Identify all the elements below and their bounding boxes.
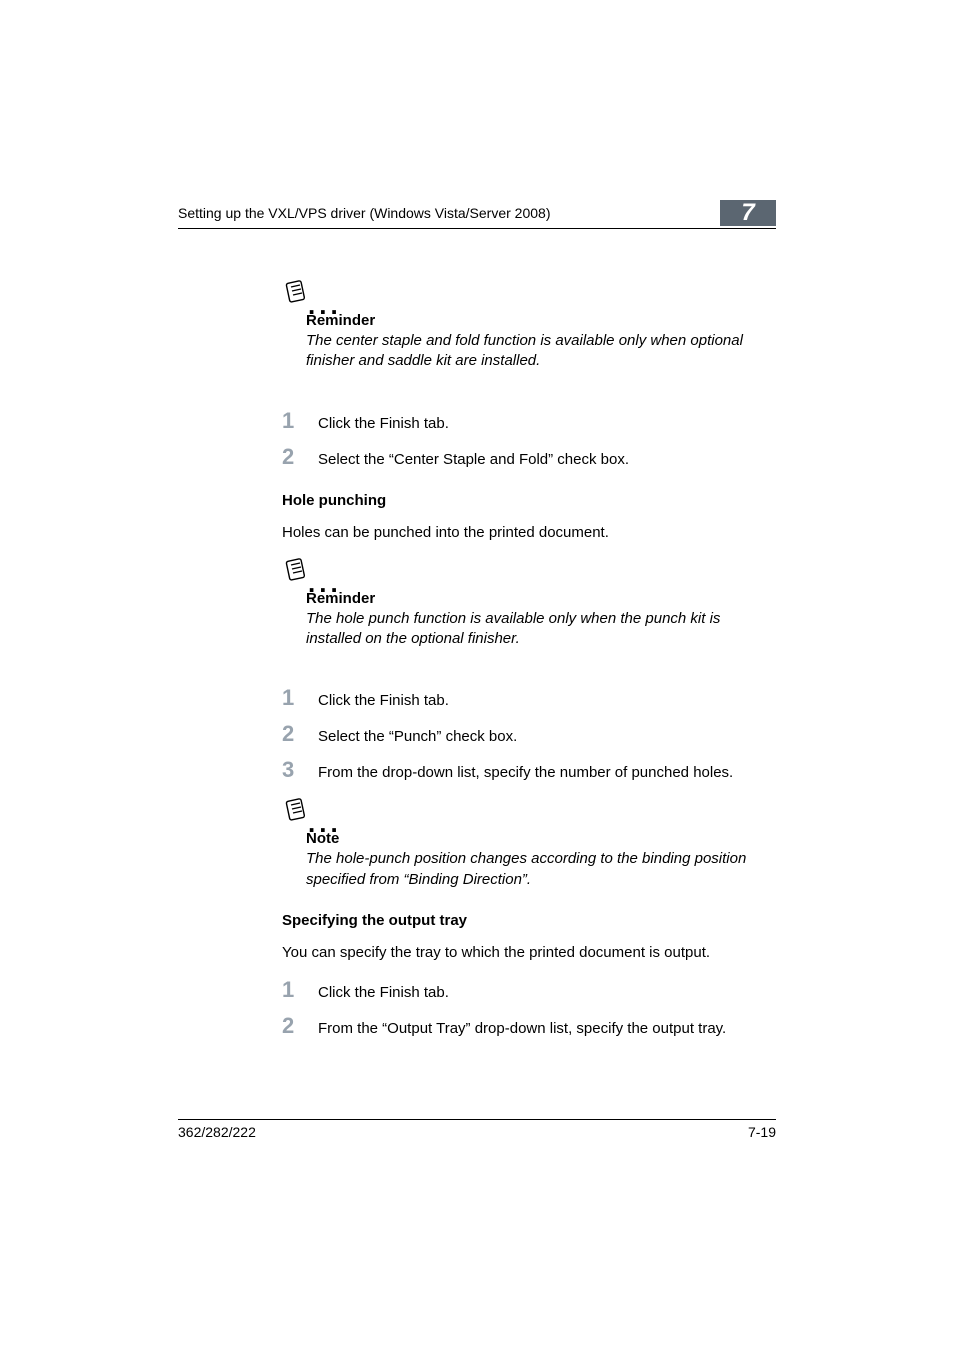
step-number: 3: [282, 757, 318, 783]
step-text: Select the “Center Staple and Fold” chec…: [318, 451, 629, 468]
step-number: 1: [282, 685, 318, 711]
step-number: 1: [282, 408, 318, 434]
note-block: ... Note The hole-punch position changes…: [282, 797, 776, 890]
footer-left: 362/282/222: [178, 1124, 256, 1140]
reminder-block-2: ... Reminder The hole punch function is …: [282, 557, 776, 650]
reminder-body: The center staple and fold function is a…: [306, 331, 776, 372]
note-title: Note: [306, 830, 776, 847]
step-row: 2 From the “Output Tray” drop-down list,…: [282, 1013, 776, 1039]
running-title: Setting up the VXL/VPS driver (Windows V…: [178, 205, 550, 221]
section-heading-hole-punching: Hole punching: [282, 492, 776, 509]
reminder-body: The hole punch function is available onl…: [306, 609, 776, 650]
step-number: 2: [282, 1013, 318, 1039]
note-icon: ...: [282, 797, 776, 828]
body-text: You can specify the tray to which the pr…: [282, 943, 776, 963]
step-text: From the drop-down list, specify the num…: [318, 764, 733, 781]
note-icon: ...: [282, 279, 776, 310]
chapter-badge: 7: [720, 200, 776, 226]
step-row: 2 Select the “Punch” check box.: [282, 721, 776, 747]
reminder-title: Reminder: [306, 590, 776, 607]
step-text: Click the Finish tab.: [318, 692, 449, 709]
step-number: 1: [282, 977, 318, 1003]
section-heading-output-tray: Specifying the output tray: [282, 912, 776, 929]
reminder-block-1: ... Reminder The center staple and fold …: [282, 279, 776, 372]
step-row: 1 Click the Finish tab.: [282, 408, 776, 434]
footer-right: 7-19: [748, 1124, 776, 1140]
step-row: 1 Click the Finish tab.: [282, 685, 776, 711]
step-text: From the “Output Tray” drop-down list, s…: [318, 1020, 726, 1037]
step-text: Click the Finish tab.: [318, 415, 449, 432]
page: Setting up the VXL/VPS driver (Windows V…: [0, 0, 954, 1350]
content-area: ... Reminder The center staple and fold …: [178, 279, 776, 1039]
step-number: 2: [282, 444, 318, 470]
step-number: 2: [282, 721, 318, 747]
page-footer: 362/282/222 7-19: [178, 1119, 776, 1140]
note-icon: ...: [282, 557, 776, 588]
step-row: 2 Select the “Center Staple and Fold” ch…: [282, 444, 776, 470]
body-text: Holes can be punched into the printed do…: [282, 523, 776, 543]
page-header: Setting up the VXL/VPS driver (Windows V…: [178, 200, 776, 229]
reminder-title: Reminder: [306, 312, 776, 329]
step-text: Click the Finish tab.: [318, 984, 449, 1001]
note-body: The hole-punch position changes accordin…: [306, 849, 776, 890]
step-row: 1 Click the Finish tab.: [282, 977, 776, 1003]
step-text: Select the “Punch” check box.: [318, 728, 517, 745]
step-row: 3 From the drop-down list, specify the n…: [282, 757, 776, 783]
